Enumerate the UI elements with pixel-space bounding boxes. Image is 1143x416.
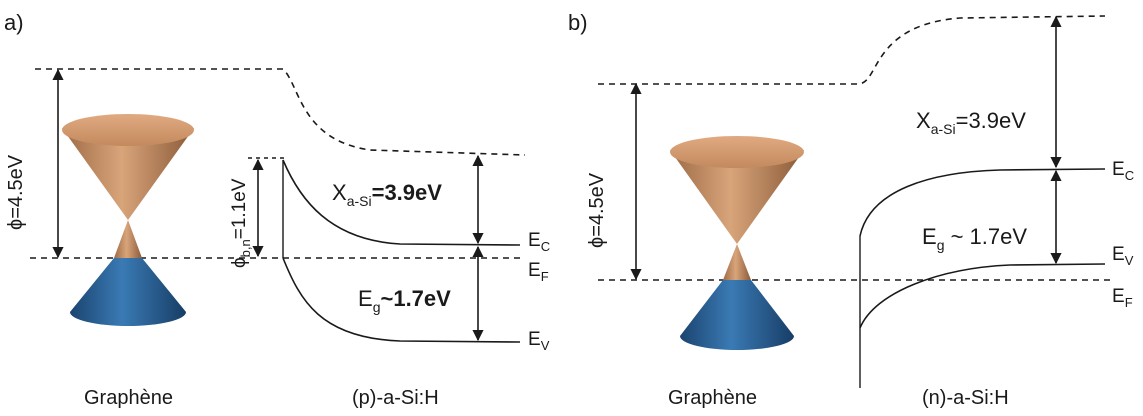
panel-a-vacuum-level — [35, 68, 526, 156]
panel-b-right-caption: (n)-a-Si:H — [922, 387, 1009, 409]
panel-b: b) ϕ=4.5eV Xa-Si=3.9eV Eg ~ 1.7eV — [568, 10, 1134, 409]
panel-a-ec-label: EC — [528, 230, 550, 254]
panel-b-phi-label: ϕ=4.5eV — [586, 172, 608, 248]
panel-b-ef-label: EF — [1112, 286, 1133, 310]
panel-b-conduction-band — [859, 168, 1106, 237]
panel-a-phi-label: ϕ=4.5eV — [5, 154, 27, 230]
panel-a-valence-band — [282, 257, 521, 343]
panel-a: a) ϕ=4.5eV ϕb,n=1.1eV Xa-Si=3 — [4, 10, 550, 409]
panel-b-vacuum-level — [598, 15, 1106, 85]
panel-b-graphene-cone — [670, 136, 804, 350]
panel-a-ev-label: EV — [528, 329, 550, 353]
panel-a-conduction-band — [282, 159, 521, 246]
panel-a-affinity-label: Xa-Si=3.9eV — [332, 180, 442, 209]
panel-b-gap-label: Eg ~ 1.7eV — [922, 224, 1027, 253]
panel-a-left-caption: Graphène — [84, 387, 173, 409]
panel-a-right-caption: (p)-a-Si:H — [352, 387, 439, 409]
panel-a-ef-label: EF — [528, 260, 549, 284]
panel-a-gap-label: Eg~1.7eV — [358, 286, 451, 315]
panel-b-affinity-label: Xa-Si=3.9eV — [916, 108, 1026, 137]
panel-a-barrier-label: ϕb,n=1.1eV — [229, 178, 253, 268]
panel-b-valence-band — [859, 263, 1106, 329]
panel-a-graphene-cone — [62, 114, 194, 326]
panel-a-tag: a) — [4, 10, 24, 35]
panel-b-ec-label: EC — [1112, 159, 1134, 183]
panel-b-left-caption: Graphène — [668, 387, 757, 409]
panel-b-tag: b) — [568, 10, 588, 35]
panel-b-ev-label: EV — [1112, 244, 1134, 268]
